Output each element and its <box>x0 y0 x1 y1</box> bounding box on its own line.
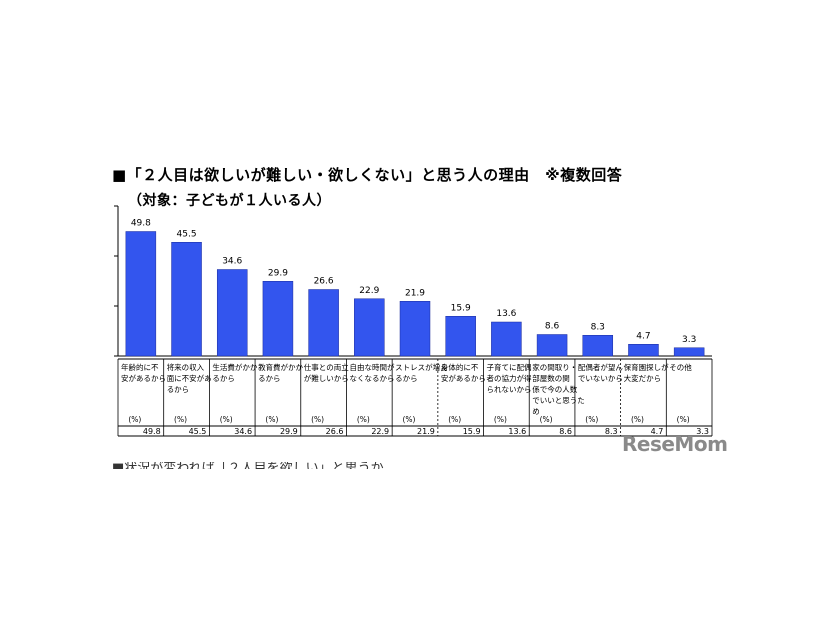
bar <box>354 298 385 357</box>
unit-label: (%) <box>357 415 370 424</box>
category-label: 安があるから <box>121 373 166 383</box>
bar <box>673 347 705 357</box>
category-label: られないから <box>487 385 532 394</box>
bar <box>628 344 659 357</box>
category-label: 子育てに配偶 <box>487 362 532 372</box>
category-label: 将来の収入 <box>167 362 205 372</box>
bar <box>491 321 522 357</box>
unit-label: (%) <box>220 415 233 424</box>
unit-label: (%) <box>631 415 644 424</box>
unit-label: (%) <box>585 415 598 424</box>
bar <box>445 316 476 357</box>
bar <box>536 334 568 357</box>
table-value: 34.6 <box>234 427 252 436</box>
category-label: 自由な時間が <box>349 362 394 372</box>
table-value: 15.9 <box>463 427 481 436</box>
category-label: るから <box>167 385 190 394</box>
bar-value-label: 4.7 <box>636 331 650 341</box>
resemom-watermark-logo: ReseMom <box>622 432 728 456</box>
unit-label: (%) <box>494 415 507 424</box>
bar-value-label: 29.9 <box>268 268 288 278</box>
bar-value-label: 8.6 <box>545 322 560 332</box>
bar-value-label: 21.9 <box>405 288 425 298</box>
category-label: 配偶者が望ん <box>578 362 623 372</box>
table-value: 26.6 <box>326 427 344 436</box>
unit-label: (%) <box>265 415 278 424</box>
category-label: その他 <box>669 362 692 372</box>
category-label: め <box>532 407 540 416</box>
table-value: 13.6 <box>508 427 526 436</box>
bar <box>216 269 248 357</box>
bar <box>262 281 294 357</box>
category-label: るから <box>258 374 281 383</box>
next-section-title: ■状況が変われば「２人目を欲しい」と思うか <box>112 462 384 469</box>
category-label: 部屋数の関 <box>532 373 570 383</box>
unit-label: (%) <box>403 415 416 424</box>
chart-title: ■「２人目は欲しいが難しい・欲しくない」と思う人の理由 ※複数回答 <box>112 166 623 184</box>
category-label: 保育園探しが <box>624 362 669 372</box>
category-label: ストレスが増え <box>395 362 448 372</box>
category-label: 係で今の人数 <box>532 384 577 394</box>
bar-value-label: 49.8 <box>131 219 151 229</box>
bar-value-label: 22.9 <box>359 286 379 296</box>
unit-label: (%) <box>448 415 461 424</box>
unit-label: (%) <box>677 415 690 424</box>
bar <box>308 289 339 357</box>
table-value: 29.9 <box>280 427 298 436</box>
unit-label: (%) <box>128 415 141 424</box>
bar <box>582 335 614 357</box>
category-label: 安があるから <box>441 373 486 383</box>
category-label: 身体的に不 <box>441 362 479 372</box>
unit-label: (%) <box>540 415 553 424</box>
unit-label: (%) <box>174 415 187 424</box>
category-label: 家の間取り・ <box>532 362 577 372</box>
unit-label: (%) <box>311 415 324 424</box>
category-label: が難しいから <box>304 373 349 383</box>
table-value: 45.5 <box>189 427 207 436</box>
bar <box>125 231 157 357</box>
table-value: 22.9 <box>371 427 389 436</box>
table-value: 8.6 <box>559 427 572 436</box>
bar-value-label: 8.3 <box>591 322 605 332</box>
table-value: 3.3 <box>696 427 709 436</box>
bar <box>171 242 202 357</box>
table-value: 4.7 <box>651 427 664 436</box>
bar-value-label: 26.6 <box>314 277 334 287</box>
bar-value-label: 45.5 <box>177 229 197 239</box>
table-value: 8.3 <box>605 427 618 436</box>
chart-subtitle: （対象：子どもが１人いる人） <box>128 193 331 209</box>
category-label: るから <box>212 374 235 383</box>
category-label: 生活費がかか <box>212 362 257 372</box>
table-value: 49.8 <box>143 427 161 436</box>
bar-value-label: 15.9 <box>451 303 471 313</box>
category-label: るから <box>395 374 418 383</box>
category-label: 者の協力が得 <box>487 373 532 383</box>
bar-value-label: 34.6 <box>222 257 242 267</box>
bar-value-label: 13.6 <box>496 309 516 319</box>
bar <box>399 301 431 357</box>
category-label: なくなるから <box>349 374 394 383</box>
category-label: でいいと思うた <box>532 396 585 405</box>
category-label: 年齢的に不 <box>121 362 159 372</box>
category-label: 教育費がかか <box>258 362 303 372</box>
category-label: 面に不安があ <box>167 373 212 383</box>
category-label: 大変だから <box>624 373 662 383</box>
bar-value-label: 3.3 <box>682 335 696 345</box>
category-label: 仕事との両立 <box>304 362 349 372</box>
category-label: でいないから <box>578 374 623 383</box>
table-value: 21.9 <box>417 427 435 436</box>
